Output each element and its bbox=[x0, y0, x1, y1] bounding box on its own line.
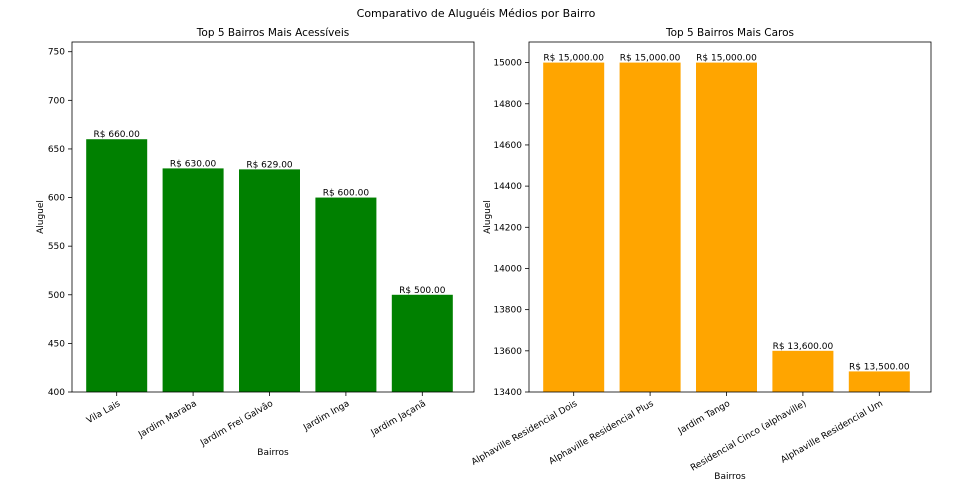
right-y-tick-label: 15000 bbox=[493, 59, 522, 69]
left-axes-frame bbox=[71, 41, 475, 393]
chart-right-xlabel: Bairros bbox=[714, 472, 746, 482]
chart-left-marks: R$ 660.00 Vila Lais R$ 630.00 Jardim Maraba… bbox=[48, 41, 475, 449]
right-bar-value-label: R$ 15,000.00 bbox=[543, 54, 604, 64]
left-bar-value-label: R$ 660.00 bbox=[94, 130, 141, 140]
chart-left-xlabel: Bairros bbox=[257, 448, 289, 458]
right-x-tick-label: Jardim Tango bbox=[676, 399, 733, 437]
right-y-tick-label: 13400 bbox=[493, 388, 522, 398]
left-x-tick-label: Jardim Jaçanã bbox=[369, 399, 428, 439]
left-bar bbox=[86, 139, 148, 392]
right-y-tick-label: 13600 bbox=[493, 347, 522, 357]
left-bar bbox=[239, 169, 300, 392]
right-bar-value-label: R$ 15,000.00 bbox=[696, 54, 757, 64]
right-y-tick-label: 13800 bbox=[493, 306, 522, 316]
chart-left-ylabel: Aluguel bbox=[36, 200, 46, 234]
left-bar-value-label: R$ 629.00 bbox=[246, 160, 293, 170]
left-bar bbox=[315, 197, 377, 392]
chart-right-title: Top 5 Bairros Mais Caros bbox=[665, 27, 794, 39]
left-x-tick-label: Jardim Maraba bbox=[136, 399, 198, 441]
left-y-tick-label: 550 bbox=[48, 242, 65, 252]
left-bar-value-label: R$ 630.00 bbox=[170, 159, 217, 169]
left-bar bbox=[162, 168, 224, 392]
right-bar-value-label: R$ 13,500.00 bbox=[849, 362, 910, 372]
right-y-tick-label: 14800 bbox=[493, 100, 522, 110]
left-bar-value-label: R$ 500.00 bbox=[399, 286, 446, 296]
right-axes-frame bbox=[528, 41, 932, 393]
right-bar-value-label: R$ 13,600.00 bbox=[773, 342, 834, 352]
left-bar bbox=[391, 294, 453, 392]
right-bar bbox=[619, 62, 681, 393]
right-bar bbox=[772, 350, 834, 392]
chart-right: Top 5 Bairros Mais Caros Bairros Aluguel… bbox=[470, 27, 932, 482]
right-y-tick-label: 14200 bbox=[493, 223, 522, 233]
right-bar-value-label: R$ 15,000.00 bbox=[620, 54, 681, 64]
left-y-tick-label: 450 bbox=[48, 339, 65, 349]
right-y-tick-label: 14400 bbox=[493, 182, 522, 192]
left-y-tick-label: 700 bbox=[48, 96, 65, 106]
figure-suptitle: Comparativo de Aluguéis Médios por Bairr… bbox=[357, 7, 596, 20]
left-y-tick-label: 750 bbox=[48, 48, 65, 58]
left-x-tick-label: Jardim Inga bbox=[301, 399, 351, 434]
right-bar bbox=[543, 62, 605, 393]
left-y-tick-label: 400 bbox=[48, 388, 65, 398]
chart-left: Top 5 Bairros Mais Acessíveis Bairros Al… bbox=[36, 27, 475, 458]
left-y-tick-label: 600 bbox=[48, 194, 65, 204]
left-x-tick-label: Vila Lais bbox=[85, 399, 122, 426]
left-y-tick-label: 500 bbox=[48, 291, 65, 301]
chart-left-title: Top 5 Bairros Mais Acessíveis bbox=[196, 27, 349, 39]
right-bar bbox=[696, 62, 757, 393]
left-bar-value-label: R$ 600.00 bbox=[323, 189, 370, 199]
left-x-tick-label: Jardim Frei Galvão bbox=[198, 399, 275, 449]
left-y-tick-label: 650 bbox=[48, 145, 65, 155]
right-bar bbox=[848, 371, 910, 392]
chart-right-ylabel: Aluguel bbox=[483, 200, 493, 234]
right-y-tick-label: 14600 bbox=[493, 141, 522, 151]
right-y-tick-label: 14000 bbox=[493, 264, 522, 274]
